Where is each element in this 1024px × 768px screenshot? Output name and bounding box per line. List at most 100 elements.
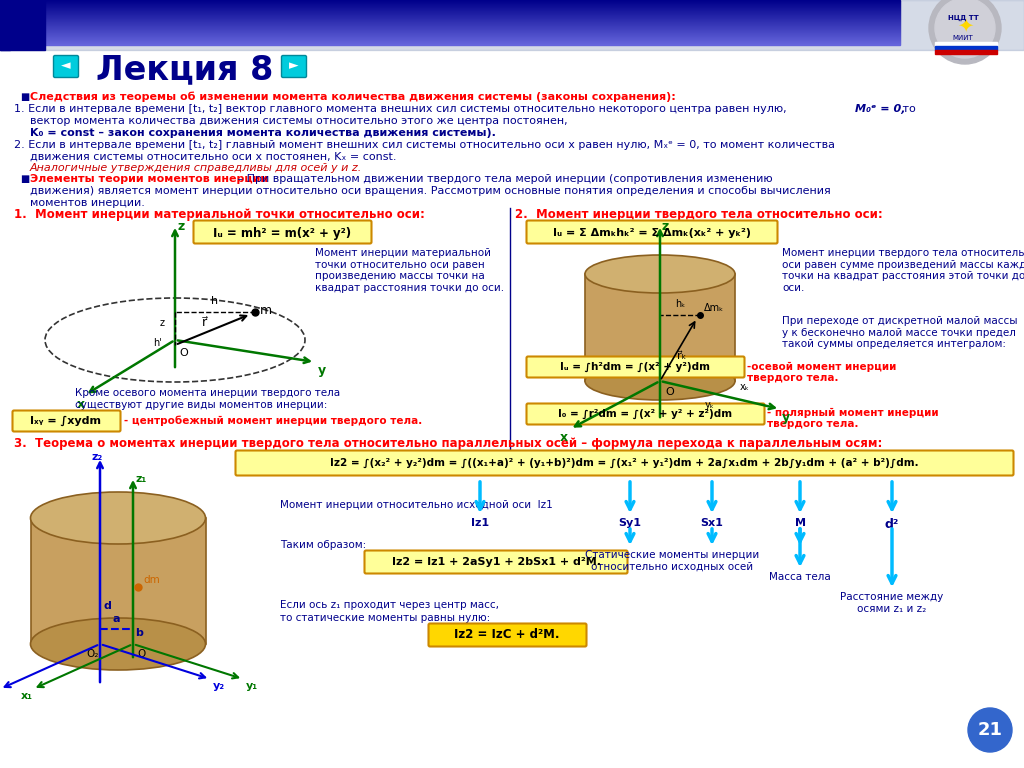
Text: Масса тела: Масса тела [769,572,830,582]
Text: то статические моменты равны нулю:: то статические моменты равны нулю: [280,613,490,623]
Bar [0,19,900,20]
Bar [0,9,900,10]
Text: Кроме осевого момента инерции твердого тела
существуют другие виды моментов инер: Кроме осевого момента инерции твердого т… [75,388,340,409]
Text: движения) является момент инерции относительно оси вращения. Рассмотрим основные: движения) является момент инерции относи… [30,186,830,196]
Bar [0,36,900,37]
Bar [0,22,900,23]
Text: Iz2 = ∫(x₂² + y₂²)dm = ∫((x₁+a)² + (y₁+b)²)dm = ∫(x₁² + y₁²)dm + 2a∫x₁dm + 2b∫y₁: Iz2 = ∫(x₂² + y₂²)dm = ∫((x₁+a)² + (y₁+b… [330,458,919,468]
Bar [0,26,900,27]
Text: Таким образом:: Таким образом: [280,540,367,550]
Bar [0,0,900,1]
Bar [0,25,900,26]
Bar [0,30,900,31]
Bar [0,6,900,7]
Text: Sx1: Sx1 [700,518,723,528]
Bar [0,4,900,5]
Bar [935,46,997,50]
Bar [0,31,900,32]
FancyBboxPatch shape [282,55,306,78]
Text: d: d [103,601,111,611]
Text: Момент инерции относительно исходной оси  Iz1: Момент инерции относительно исходной оси… [280,500,553,510]
Bar [0,1,900,2]
Bar [585,274,735,381]
Text: x: x [77,398,85,411]
Bar [0,24,900,25]
FancyBboxPatch shape [53,55,79,78]
Bar [935,42,997,46]
Text: Следствия из теоремы об изменении момента количества движения системы (законы со: Следствия из теоремы об изменении момент… [30,92,676,102]
Circle shape [929,0,1001,64]
Text: Iᵤ = ∫h²dm = ∫(x² + y²)dm: Iᵤ = ∫h²dm = ∫(x² + y²)dm [560,362,710,372]
Text: -осевой момент инерции: -осевой момент инерции [746,362,896,372]
Bar [0,10,900,11]
Text: Лекция 8: Лекция 8 [96,54,273,87]
Text: m: m [260,303,272,316]
Text: xₖ: xₖ [740,382,750,392]
Text: I₀ = ∫r²dm = ∫(x² + y² + z²)dm: I₀ = ∫r²dm = ∫(x² + y² + z²)dm [558,409,732,419]
Text: ✦: ✦ [956,16,973,35]
Bar [0,40,900,41]
Text: 3.  Теорема о моментах инерции твердого тела относительно параллельных осей – фо: 3. Теорема о моментах инерции твердого т… [14,437,883,450]
Text: x: x [560,431,568,444]
Text: Iᵤ = Σ Δmₖhₖ² = Σ Δmₖ(xₖ² + yₖ²): Iᵤ = Σ Δmₖhₖ² = Σ Δmₖ(xₖ² + yₖ²) [553,228,751,238]
Text: твердого тела.: твердого тела. [767,419,858,429]
Bar [0,15,900,16]
Bar [0,5,900,6]
Text: b: b [135,628,143,638]
Text: Если ось z₁ проходит через центр масс,: Если ось z₁ проходит через центр масс, [280,600,499,610]
Text: h': h' [153,338,162,348]
Bar [0,34,900,35]
Text: Момент инерции твердого тела относительно
оси равен сумме произведений массы каж: Момент инерции твердого тела относительн… [782,248,1024,293]
Text: hₖ: hₖ [675,299,685,309]
Text: z₁: z₁ [135,474,146,484]
Text: y: y [318,364,326,377]
FancyBboxPatch shape [526,403,765,425]
Text: движения системы относительно оси x постоянен, Kₓ = const.: движения системы относительно оси x пост… [30,152,396,162]
Bar [0,0,10,50]
Text: yₖ: yₖ [705,400,715,410]
Bar [0,39,900,40]
Bar [0,16,900,17]
Text: Iₓᵧ = ∫xydm: Iₓᵧ = ∫xydm [31,415,101,426]
FancyBboxPatch shape [428,624,587,647]
Text: ■: ■ [20,92,30,102]
Bar [0,28,900,29]
Bar [0,21,900,22]
Text: a: a [113,614,120,624]
Bar [0,0,1024,50]
Text: Iz2 = Iz1 + 2aSy1 + 2bSx1 + d²M.: Iz2 = Iz1 + 2aSy1 + 2bSx1 + d²M. [391,557,600,567]
Text: Iz2 = IzC + d²M.: Iz2 = IzC + d²M. [455,628,560,641]
Text: - полярный момент инерции: - полярный момент инерции [767,408,939,418]
Text: M₀ᵉ = 0,: M₀ᵉ = 0, [855,104,905,114]
Text: z: z [177,220,184,233]
Text: Iz1: Iz1 [471,518,489,528]
Text: 2.  Момент инерции твердого тела относительно оси:: 2. Момент инерции твердого тела относите… [515,208,883,221]
FancyBboxPatch shape [526,356,744,378]
Text: – При вращательном движении твердого тела мерой инерции (сопротивления изменению: – При вращательном движении твердого тел… [234,174,773,184]
Text: r⃗ₖ: r⃗ₖ [678,351,687,361]
FancyBboxPatch shape [365,551,628,574]
Text: d²: d² [885,518,899,531]
Text: O₂: O₂ [86,649,98,659]
Text: O: O [137,649,145,659]
Bar [0,0,22,22]
Text: 1.  Момент инерции материальной точки относительно оси:: 1. Момент инерции материальной точки отн… [14,208,425,221]
Bar [0,8,900,9]
Text: 2. Если в интервале времени [t₁, t₂] главный момент внешних сил системы относите: 2. Если в интервале времени [t₁, t₂] гла… [14,140,835,150]
Text: z: z [662,220,670,233]
Text: - центробежный момент инерции твердого тела.: - центробежный момент инерции твердого т… [124,415,422,426]
Bar [0,44,900,45]
Text: O: O [179,348,187,358]
Bar [0,12,900,13]
Text: МИИТ: МИИТ [952,35,974,41]
Bar [0,29,900,30]
Text: x₁: x₁ [22,691,33,701]
Text: y₁: y₁ [246,681,258,691]
FancyBboxPatch shape [194,220,372,243]
Ellipse shape [31,618,206,670]
FancyBboxPatch shape [526,220,777,243]
Bar [0,18,900,19]
Ellipse shape [585,362,735,400]
FancyBboxPatch shape [12,411,121,432]
Circle shape [935,0,995,58]
